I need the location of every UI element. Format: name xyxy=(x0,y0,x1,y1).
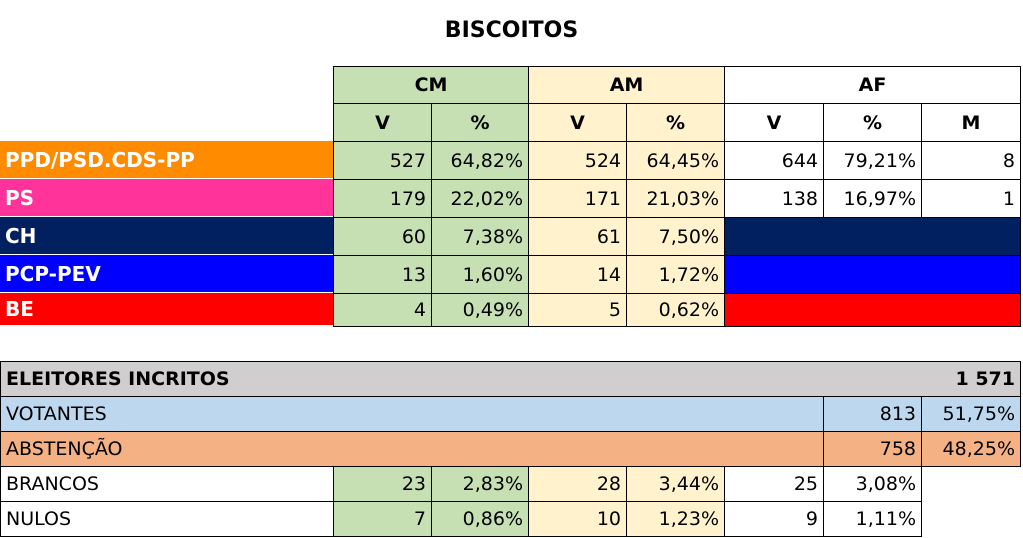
null-cell: 10 xyxy=(528,501,627,537)
blank-cell: 3,44% xyxy=(626,466,725,502)
value-cell: 0,49% xyxy=(431,293,529,327)
party-label: PCP-PEV xyxy=(0,255,334,294)
blank-cell: 23 xyxy=(333,466,432,502)
value-cell: 5 xyxy=(528,293,627,327)
value-cell: 179 xyxy=(333,179,432,218)
null-label: NULOS xyxy=(0,501,334,537)
null-cell: 9 xyxy=(724,501,824,537)
value-cell: 64,45% xyxy=(626,141,725,180)
abstention-label: ABSTENÇÃO xyxy=(0,431,824,467)
blank-cell: 25 xyxy=(724,466,824,502)
value-cell: 0,62% xyxy=(626,293,725,327)
party-label: PS xyxy=(0,179,334,218)
value-cell: 79,21% xyxy=(823,141,922,180)
null-cell: 0,86% xyxy=(431,501,529,537)
blank-label: BRANCOS xyxy=(0,466,334,502)
null-cell: 1,11% xyxy=(823,501,922,537)
null-cell: 1,23% xyxy=(626,501,725,537)
group-header: AM xyxy=(528,66,725,104)
value-cell: 527 xyxy=(333,141,432,180)
abstention-percent: 48,25% xyxy=(921,431,1021,467)
value-cell: 21,03% xyxy=(626,179,725,218)
blank-cell: 3,08% xyxy=(823,466,922,502)
value-cell: 7,38% xyxy=(431,217,529,256)
value-cell: 1,72% xyxy=(626,255,725,294)
value-cell: 138 xyxy=(724,179,824,218)
registered-row: ELEITORES INCRITOS 1 571 xyxy=(0,361,1021,397)
value-cell: 524 xyxy=(528,141,627,180)
value-cell: 1 xyxy=(921,179,1021,218)
blank-cell: 2,83% xyxy=(431,466,529,502)
value-cell: 8 xyxy=(921,141,1021,180)
registered-value: 1 571 xyxy=(955,368,1016,390)
abstention-value: 758 xyxy=(823,431,922,467)
value-cell: 644 xyxy=(724,141,824,180)
registered-label: ELEITORES INCRITOS xyxy=(6,368,230,390)
value-cell: 61 xyxy=(528,217,627,256)
voters-percent: 51,75% xyxy=(921,396,1021,432)
party-fill xyxy=(724,255,1021,294)
voters-value: 813 xyxy=(823,396,922,432)
value-cell: 64,82% xyxy=(431,141,529,180)
sub-header: V xyxy=(528,103,627,142)
sub-header: V xyxy=(724,103,824,142)
group-header: AF xyxy=(724,66,1021,104)
party-label: PPD/PSD.CDS-PP xyxy=(0,141,334,180)
sub-header: % xyxy=(431,103,529,142)
value-cell: 4 xyxy=(333,293,432,327)
null-cell: 7 xyxy=(333,501,432,537)
sub-header: M xyxy=(921,103,1021,142)
party-fill xyxy=(724,293,1021,327)
value-cell: 14 xyxy=(528,255,627,294)
title: BISCOITOS xyxy=(444,18,579,43)
value-cell: 22,02% xyxy=(431,179,529,218)
sub-header: % xyxy=(823,103,922,142)
blank-cell: 28 xyxy=(528,466,627,502)
party-label: BE xyxy=(0,293,334,327)
party-fill xyxy=(724,217,1021,256)
sub-header: % xyxy=(626,103,725,142)
party-label: CH xyxy=(0,217,334,256)
sub-header: V xyxy=(333,103,432,142)
voters-label: VOTANTES xyxy=(0,396,824,432)
group-header: CM xyxy=(333,66,529,104)
value-cell: 13 xyxy=(333,255,432,294)
value-cell: 171 xyxy=(528,179,627,218)
value-cell: 16,97% xyxy=(823,179,922,218)
value-cell: 60 xyxy=(333,217,432,256)
value-cell: 7,50% xyxy=(626,217,725,256)
value-cell: 1,60% xyxy=(431,255,529,294)
